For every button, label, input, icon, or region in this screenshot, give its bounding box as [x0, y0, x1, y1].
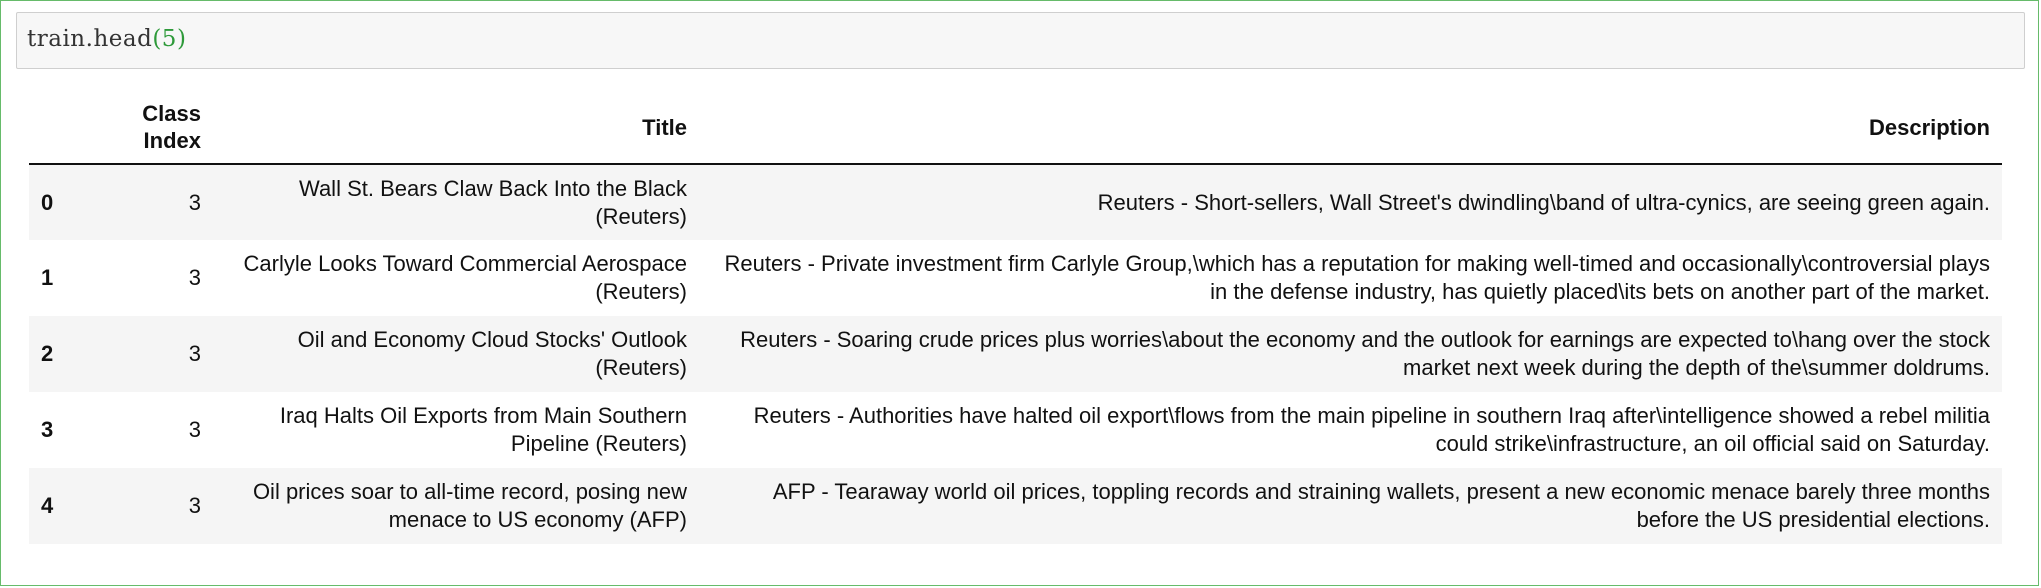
code-method: head	[93, 26, 153, 52]
dataframe-table: Class Index Title Description 0 3 Wall St…	[29, 91, 2002, 544]
row-index: 0	[41, 189, 54, 215]
table-row: 1 3 Carlyle Looks Toward Commercial Aero…	[29, 240, 2002, 316]
code-close-paren: )	[176, 26, 187, 52]
cell-title: Oil prices soar to all-time record, posi…	[252, 479, 687, 532]
table-row: 3 3 Iraq Halts Oil Exports from Main Sou…	[29, 392, 2002, 468]
cell-title: Carlyle Looks Toward Commercial Aerospac…	[243, 251, 687, 304]
code-line: train.head(5)	[27, 26, 186, 52]
cell-description: Reuters - Short-sellers, Wall Street's d…	[1097, 189, 1990, 215]
code-argument: 5	[161, 26, 177, 52]
table-header-row: Class Index Title Description	[29, 91, 2002, 165]
table-row: 0 3 Wall St. Bears Claw Back Into the Bl…	[29, 164, 2002, 240]
code-object: train.	[27, 26, 94, 52]
cell-title: Iraq Halts Oil Exports from Main Souther…	[279, 403, 687, 456]
cell-description: Reuters - Private investment firm Carlyl…	[724, 251, 1990, 304]
cell-title: Wall St. Bears Claw Back Into the Black …	[299, 175, 687, 229]
column-header-class-index-line2: Index	[143, 128, 201, 153]
row-index: 3	[41, 417, 54, 442]
column-header-title: Title	[213, 91, 699, 165]
cell-class-index: 3	[188, 493, 201, 518]
column-header-class-index-line1: Class	[142, 101, 201, 126]
row-index: 4	[41, 493, 54, 518]
code-open-paren: (	[152, 26, 162, 52]
row-index: 2	[41, 341, 54, 366]
table-row: 2 3 Oil and Economy Cloud Stocks' Outloo…	[29, 316, 2002, 392]
cell-class-index: 3	[188, 189, 201, 215]
cell-class-index: 3	[188, 265, 201, 290]
column-header-description: Description	[699, 91, 2002, 165]
row-index: 1	[41, 265, 54, 290]
table-row: 4 3 Oil prices soar to all-time record, …	[29, 468, 2002, 544]
cell-description: Reuters - Authorities have halted oil ex…	[753, 403, 1990, 456]
cell-title: Oil and Economy Cloud Stocks' Outlook (R…	[297, 327, 687, 380]
cell-description: AFP - Tearaway world oil prices, topplin…	[772, 479, 1990, 532]
cell-description: Reuters - Soaring crude prices plus worr…	[740, 327, 1990, 380]
cell-class-index: 3	[188, 417, 201, 442]
column-header-index	[29, 91, 93, 165]
column-header-class-index: Class Index	[93, 91, 213, 165]
code-input-area[interactable]: train.head(5)	[16, 12, 2025, 69]
cell-output: Class Index Title Description 0 3 Wall St…	[29, 91, 2002, 544]
cell-class-index: 3	[188, 341, 201, 366]
